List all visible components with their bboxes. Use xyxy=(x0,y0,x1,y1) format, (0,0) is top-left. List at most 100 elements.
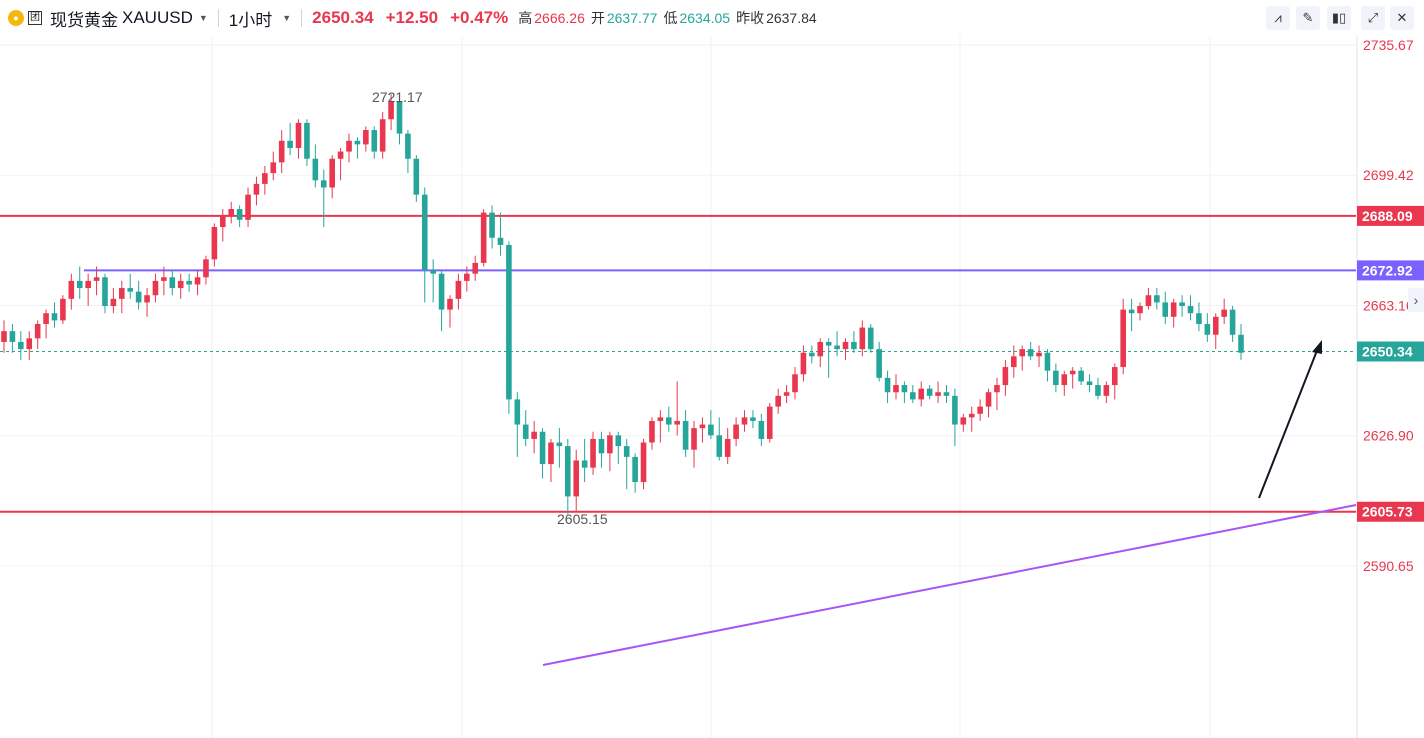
price-tag xyxy=(1357,260,1424,281)
y-tick-label: 2626.90 xyxy=(1363,428,1414,444)
candle xyxy=(161,266,167,296)
candle xyxy=(817,338,824,368)
candles xyxy=(1,94,1244,515)
candle xyxy=(632,453,638,493)
candle xyxy=(1019,345,1026,371)
candle xyxy=(750,410,756,429)
chevron-right-icon[interactable]: › xyxy=(1408,288,1424,312)
candle xyxy=(245,187,251,228)
candle xyxy=(430,259,436,303)
low-label: 低 xyxy=(663,10,678,26)
candle xyxy=(514,392,521,457)
candle xyxy=(203,255,209,285)
prev-close-value: 2637.84 xyxy=(766,10,817,26)
high-label: 高 xyxy=(518,10,533,26)
candle xyxy=(1069,367,1076,389)
candle xyxy=(497,212,504,256)
expand-icon[interactable]: ⤢ xyxy=(1361,6,1385,30)
candle xyxy=(665,406,672,432)
low-value: 2634.05 xyxy=(679,10,731,26)
candle xyxy=(506,241,512,414)
y-tick-label: 2590.65 xyxy=(1363,558,1414,574)
candle xyxy=(800,345,807,382)
candle xyxy=(699,417,706,443)
candle xyxy=(1,320,7,353)
candle xyxy=(1170,298,1177,328)
candle xyxy=(1111,363,1118,400)
candle xyxy=(354,137,361,159)
candle xyxy=(893,374,899,400)
close-icon[interactable]: ✕ xyxy=(1390,6,1414,30)
open-value: 2637.77 xyxy=(606,10,658,26)
candle xyxy=(388,94,394,131)
candle xyxy=(649,417,655,450)
candle-type-icon[interactable]: ▮▯ xyxy=(1327,6,1351,30)
price-axis: 2735.67 2699.42 2663.16 2626.90 2590.65 xyxy=(1356,36,1414,738)
candle xyxy=(346,133,352,163)
candle xyxy=(489,205,495,249)
candle xyxy=(144,288,150,317)
candle xyxy=(724,428,731,465)
price-tag-label: 2605.73 xyxy=(1362,504,1413,520)
candle xyxy=(834,331,840,357)
candle xyxy=(539,428,546,479)
candle xyxy=(51,302,58,328)
candle xyxy=(110,288,117,314)
candle xyxy=(607,431,613,472)
market-badge-icon: 团 xyxy=(28,11,42,25)
candle xyxy=(194,270,201,296)
candle xyxy=(455,273,462,310)
candle xyxy=(219,209,226,242)
symbol-selector[interactable]: 现货黄金 XAUUSD ▼ xyxy=(50,6,208,31)
candle xyxy=(1212,313,1219,350)
candle xyxy=(438,270,445,332)
candle xyxy=(253,176,260,206)
interval-selector[interactable]: 1小时 ▼ xyxy=(229,6,291,31)
candle xyxy=(1204,313,1211,342)
y-tick-label: 2735.67 xyxy=(1363,37,1414,53)
candle xyxy=(1061,370,1068,396)
last-price-tag xyxy=(1357,341,1424,362)
candle xyxy=(278,130,285,174)
candle xyxy=(977,399,983,421)
draw-pencil-icon[interactable]: ✎ xyxy=(1296,6,1320,30)
candle xyxy=(615,431,622,465)
candle xyxy=(1137,302,1143,321)
candle xyxy=(968,406,975,432)
candle xyxy=(9,323,16,353)
candle xyxy=(413,155,420,202)
candle xyxy=(320,169,327,228)
candle xyxy=(691,420,697,468)
candle xyxy=(152,273,159,303)
candle xyxy=(876,341,882,382)
candle xyxy=(295,119,302,159)
candle xyxy=(43,309,49,339)
last-price: 2650.34 xyxy=(312,8,374,27)
candle xyxy=(270,151,277,181)
candle xyxy=(119,280,125,314)
swing-low-label: 2605.15 xyxy=(557,511,608,527)
price-tag xyxy=(1357,501,1424,522)
candle xyxy=(329,155,335,199)
symbol-code: XAUUSD xyxy=(122,8,193,27)
candle xyxy=(783,385,790,404)
price-tags: 2688.09 2672.92 2605.73 2650.34 xyxy=(1357,205,1424,522)
candle xyxy=(1128,298,1135,332)
candle xyxy=(1187,295,1194,321)
candle xyxy=(102,273,108,314)
y-tick-label: 2663.16 xyxy=(1363,297,1414,313)
projection-arrow[interactable] xyxy=(1258,340,1322,499)
candle xyxy=(464,266,470,292)
divider xyxy=(217,9,219,27)
indicator-icon[interactable]: ⩘ xyxy=(1266,6,1290,30)
chevron-down-icon: ▼ xyxy=(282,13,292,23)
price-chart[interactable]: 2721.17 2605.15 2735.67 2699.42 2663.16 262… xyxy=(0,36,1424,738)
candle xyxy=(262,165,268,195)
trend-line[interactable] xyxy=(542,504,1357,666)
candle xyxy=(590,431,596,475)
candle xyxy=(1179,295,1185,317)
candle xyxy=(994,377,1000,411)
candle xyxy=(674,381,680,436)
candle xyxy=(1162,291,1169,324)
candle xyxy=(447,295,453,328)
